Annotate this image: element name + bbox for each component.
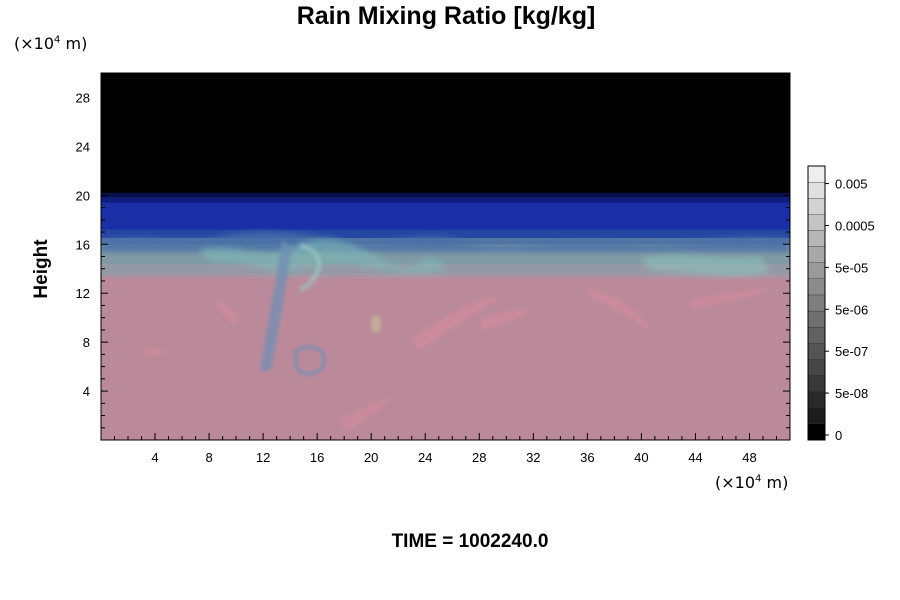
field-layer-0 bbox=[101, 274, 790, 440]
colorbar-segment bbox=[807, 375, 826, 392]
x-tick-label: 16 bbox=[310, 450, 324, 465]
x-tick-label: 24 bbox=[418, 450, 432, 465]
y-axis: 4 8 12 16 20 24 28 bbox=[76, 84, 790, 429]
colorbar-segment bbox=[807, 181, 826, 199]
plot-detail bbox=[101, 231, 790, 432]
colorbar-label: 0.0005 bbox=[835, 218, 875, 233]
colorbar: 0 5e-08 5e-07 5e-06 5e-05 0.0005 0.005 bbox=[807, 165, 875, 443]
colorbar-segment bbox=[807, 246, 826, 263]
colorbar-label: 0.005 bbox=[835, 177, 868, 192]
chart-title: Rain Mixing Ratio [kg/kg] bbox=[296, 2, 596, 30]
field-blend-2 bbox=[101, 192, 790, 203]
x-axis-unit: (×104 m) bbox=[715, 473, 789, 492]
y-tick-label: 20 bbox=[76, 188, 90, 203]
colorbar-label: 5e-05 bbox=[835, 260, 868, 275]
y-axis-unit: (×104 m) bbox=[14, 34, 88, 53]
time-label: TIME = 1002240.0 bbox=[391, 531, 549, 552]
colorbar-segment bbox=[807, 262, 826, 279]
colorbar-segment bbox=[807, 423, 826, 441]
field-layer-3 bbox=[101, 73, 790, 198]
colorbar-label: 5e-07 bbox=[835, 344, 868, 359]
y-tick-label: 12 bbox=[76, 286, 90, 301]
x-tick-label: 48 bbox=[742, 450, 756, 465]
colorbar-segment bbox=[807, 230, 826, 247]
colorbar-segment bbox=[807, 391, 826, 408]
x-tick-label: 28 bbox=[472, 450, 486, 465]
x-tick-label: 20 bbox=[364, 450, 378, 465]
y-tick-label: 4 bbox=[83, 384, 90, 399]
colorbar-segment bbox=[807, 359, 826, 376]
colorbar-frame bbox=[807, 165, 826, 441]
colorbar-label: 5e-06 bbox=[835, 302, 868, 317]
x-tick-label: 8 bbox=[205, 450, 212, 465]
y-tick-label: 28 bbox=[76, 90, 90, 105]
x-tick-label: 36 bbox=[580, 450, 594, 465]
colorbar-label: 5e-08 bbox=[835, 386, 868, 401]
x-tick-label: 4 bbox=[151, 450, 158, 465]
colorbar-segment bbox=[807, 278, 826, 296]
colorbar-label: 0 bbox=[835, 428, 842, 443]
x-tick-label: 12 bbox=[256, 450, 270, 465]
colorbar-segment bbox=[807, 327, 826, 344]
colorbar-segment bbox=[807, 407, 826, 425]
x-axis: 4 8 12 16 20 24 28 32 36 40 44 48 bbox=[114, 73, 777, 465]
colorbar-segment bbox=[807, 343, 826, 360]
x-tick-label: 44 bbox=[688, 450, 702, 465]
y-tick-label: 16 bbox=[76, 237, 90, 252]
colorbar-segment bbox=[807, 165, 826, 183]
y-tick-label: 8 bbox=[83, 335, 90, 350]
x-tick-label: 40 bbox=[634, 450, 648, 465]
y-tick-label: 24 bbox=[76, 139, 90, 154]
colorbar-segment bbox=[807, 294, 826, 312]
colorbar-segment bbox=[807, 198, 826, 215]
x-tick-label: 32 bbox=[526, 450, 540, 465]
colorbar-segment bbox=[807, 310, 826, 328]
colorbar-segment bbox=[807, 214, 826, 231]
